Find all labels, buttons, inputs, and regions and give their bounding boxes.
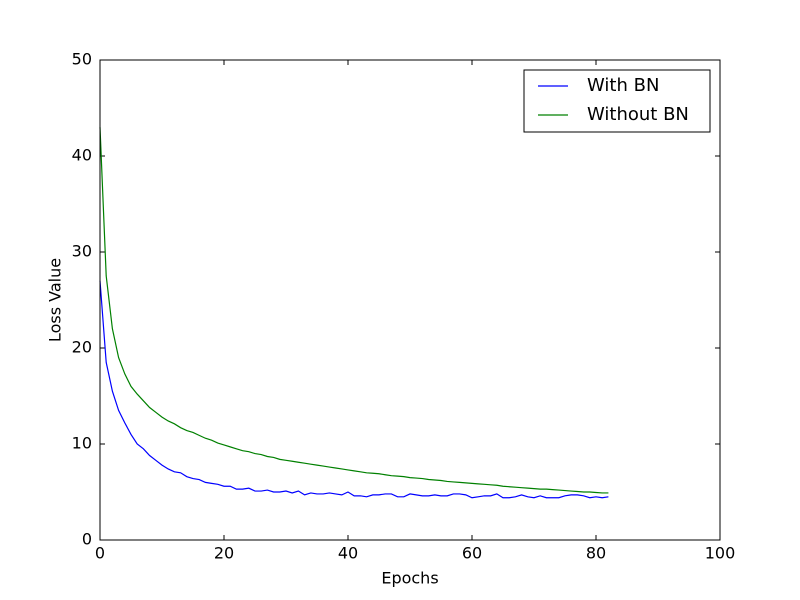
x-tick-label: 60 [462, 544, 482, 563]
plot-frame [99, 59, 721, 541]
legend-label: Without BN [587, 104, 689, 125]
x-tick-label: 100 [705, 544, 736, 563]
y-tick-label: 30 [72, 242, 92, 261]
x-tick-label: 0 [95, 544, 105, 563]
y-axis-label: Loss Value [46, 258, 65, 342]
line [99, 280, 609, 499]
x-tick-label: 80 [586, 544, 606, 563]
y-tick-label: 40 [72, 146, 92, 165]
y-tick-label: 10 [72, 434, 92, 453]
y-tick-label: 0 [82, 530, 92, 549]
x-tick-label: 20 [214, 544, 234, 563]
x-tick-label: 40 [338, 544, 358, 563]
legend-label: With BN [587, 75, 659, 96]
line [99, 127, 609, 494]
y-tick-label: 20 [72, 338, 92, 357]
y-tick-label: 50 [72, 50, 92, 69]
x-axis-label: Epochs [381, 569, 438, 588]
legend-box [523, 69, 711, 133]
